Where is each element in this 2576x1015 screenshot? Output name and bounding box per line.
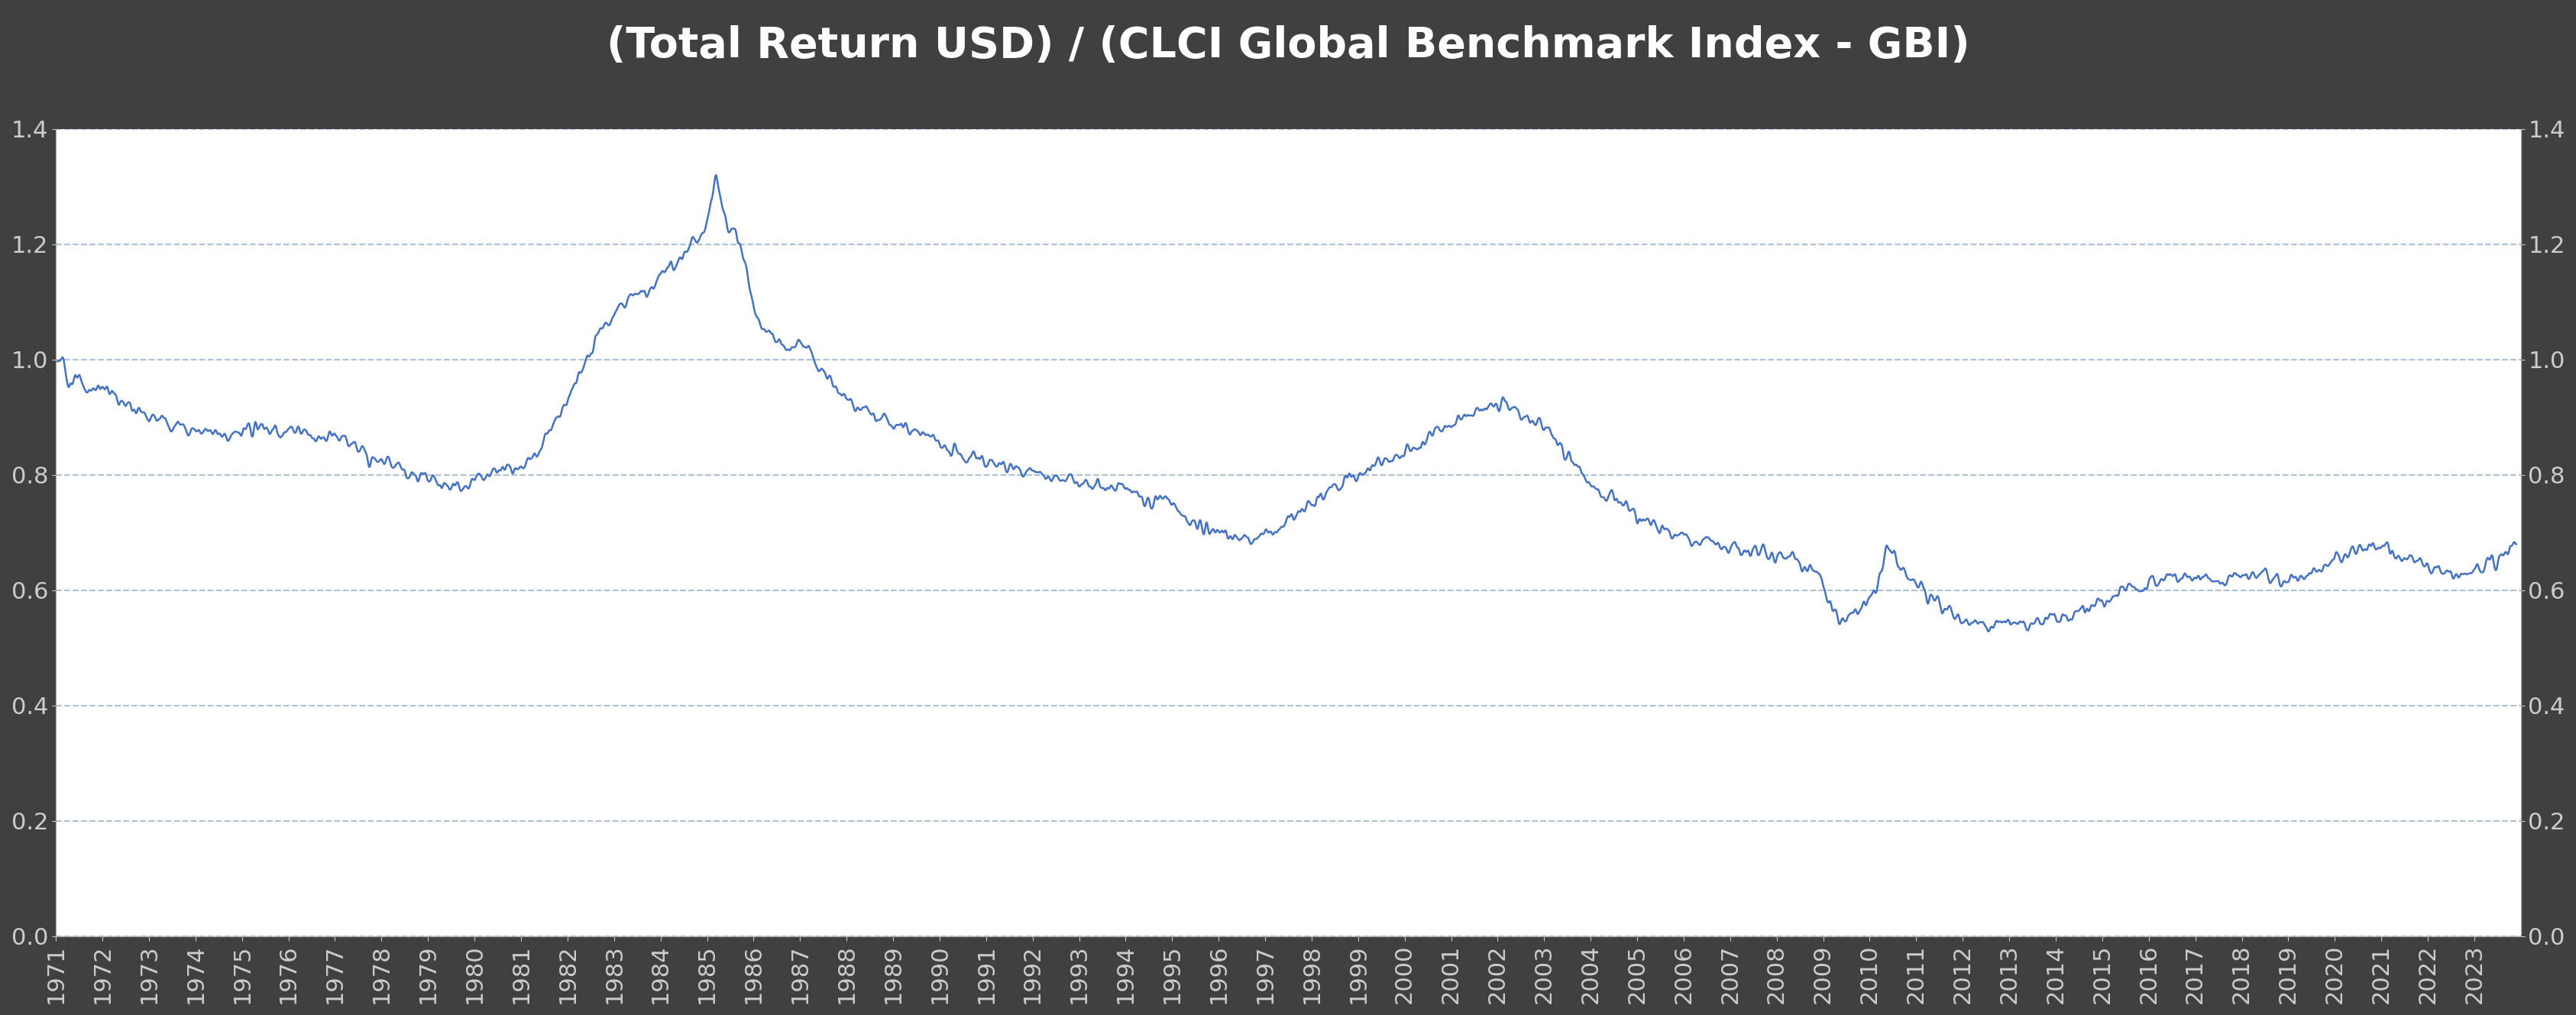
Text: (Total Return USD) / (CLCI Global Benchmark Index - GBI): (Total Return USD) / (CLCI Global Benchm… <box>605 25 1971 67</box>
